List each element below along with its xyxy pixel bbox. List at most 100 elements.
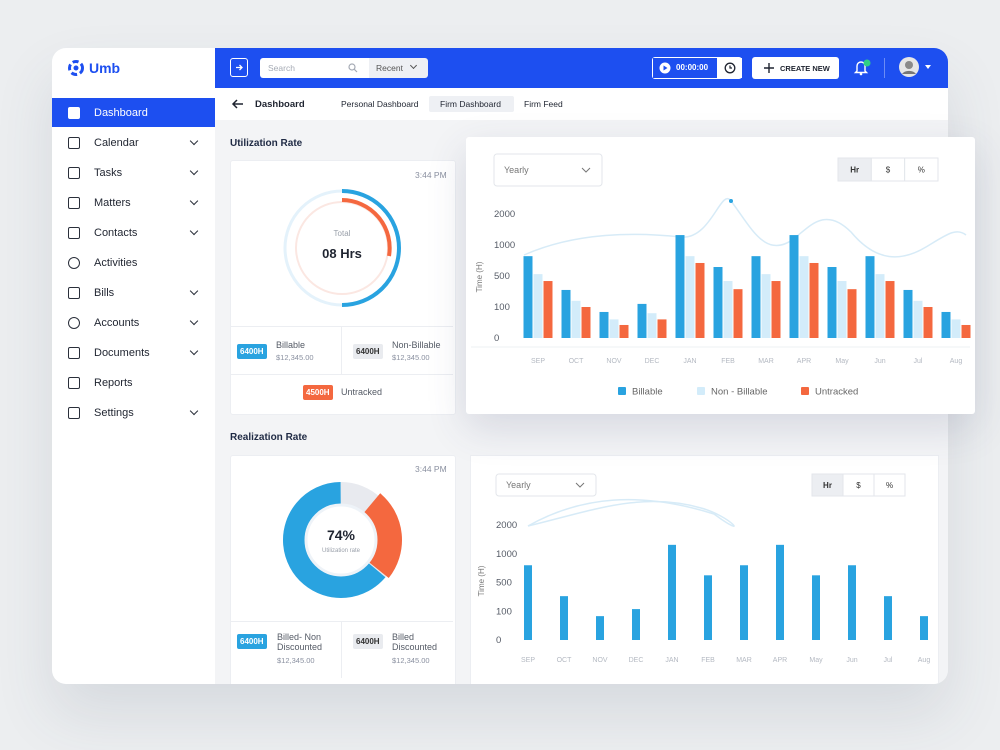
nav-item[interactable]: Calendar	[52, 128, 215, 157]
bell-icon[interactable]	[853, 58, 871, 78]
realization-donut	[280, 479, 402, 601]
nav-item[interactable]: Activities	[52, 248, 215, 277]
donut-value: 74%	[326, 527, 356, 543]
bar	[923, 307, 933, 338]
recent-dropdown[interactable]: Recent	[369, 58, 428, 78]
nav-item[interactable]: Accounts	[52, 308, 215, 337]
y-tick-label: 0	[494, 333, 499, 344]
bar	[599, 311, 609, 338]
timer-display	[653, 58, 717, 78]
stat-amount: $12,345.00	[392, 656, 430, 665]
period-dropdown[interactable]	[493, 153, 603, 187]
bar	[523, 256, 533, 338]
nav-icon	[68, 406, 80, 419]
nav-label: Dashboard	[94, 106, 148, 119]
chart: 0 100 500 1000 2000 Time (H) Yearly Hr $ % SEP OCT N…	[471, 153, 971, 398]
bar	[723, 281, 733, 338]
chevron	[189, 136, 199, 146]
tab[interactable]: Personal Dashboard	[341, 99, 419, 109]
hours-badge: 6400H	[237, 634, 267, 649]
chevron	[575, 482, 585, 488]
unit-toggle[interactable]	[904, 157, 939, 182]
nav-item[interactable]: Tasks	[52, 158, 215, 187]
timer[interactable]: 00:00:00	[652, 57, 742, 79]
nav-icon	[68, 256, 80, 269]
stat-label: Billable	[276, 340, 306, 350]
nav-item[interactable]: Contacts	[52, 218, 215, 247]
stat-label: Untracked	[341, 387, 383, 397]
bar	[571, 300, 581, 338]
bar	[685, 256, 695, 338]
bar	[848, 565, 856, 640]
bar	[647, 313, 657, 338]
bar	[704, 575, 712, 640]
bar	[789, 235, 799, 338]
search-box[interactable]: Search	[260, 58, 369, 78]
bar	[884, 596, 892, 640]
nav-label: Calendar	[94, 136, 139, 149]
bar	[799, 256, 809, 338]
unit-label: Hr	[823, 481, 832, 490]
bar	[533, 274, 543, 338]
y-tick-label: 2000	[494, 209, 515, 220]
legend-label: Untracked	[815, 387, 858, 398]
nav-item[interactable]: Dashboard	[52, 98, 215, 127]
chevron	[581, 167, 591, 173]
nav-item[interactable]: Documents	[52, 338, 215, 367]
bar	[675, 235, 685, 338]
x-tick-label: SEP	[521, 657, 535, 664]
nav-label: Accounts	[94, 316, 140, 329]
nav-icon	[68, 166, 80, 179]
chevron	[189, 406, 199, 416]
bar	[761, 274, 771, 338]
timestamp: 3:44 PM	[415, 464, 447, 474]
bar	[951, 319, 961, 338]
stat-amount: $12,345.00	[277, 656, 315, 665]
nav-icon	[68, 106, 80, 119]
back-arrow[interactable]	[231, 98, 245, 110]
chevron	[189, 316, 199, 326]
bar	[920, 616, 928, 640]
create-label: CREATE NEW	[780, 64, 830, 73]
nav-item[interactable]: Settings	[52, 398, 215, 427]
hours-badge: 6400H	[353, 344, 383, 359]
nav-item[interactable]: Matters	[52, 188, 215, 217]
bar	[751, 256, 761, 338]
search-icon	[348, 63, 358, 73]
y-tick-label: 500	[496, 578, 512, 589]
divider	[231, 326, 453, 327]
utilization-ring	[283, 189, 401, 307]
unit-label: $	[886, 166, 891, 175]
y-tick-label: 500	[494, 271, 510, 282]
bar	[837, 281, 847, 338]
bar	[771, 281, 781, 338]
y-tick-label: 1000	[494, 240, 515, 251]
avatar[interactable]	[898, 56, 934, 80]
bar	[619, 324, 629, 338]
section-heading: Utilization Rate	[230, 138, 303, 149]
timestamp: 3:44 PM	[415, 170, 447, 180]
period-label: Yearly	[506, 480, 531, 490]
x-tick-label: May	[835, 358, 849, 365]
bar	[632, 609, 640, 640]
tab[interactable]: Firm Feed	[524, 99, 563, 109]
x-tick-label: Jul	[914, 358, 923, 365]
nav-item[interactable]: Reports	[52, 368, 215, 397]
chart: 0 100 500 1000 2000 Time (H) Yearly Hr $ % SEP OCT N…	[477, 473, 930, 664]
period-dropdown[interactable]	[495, 473, 597, 497]
create-button[interactable]: CREATE NEW	[752, 57, 839, 79]
divider	[884, 58, 885, 78]
x-tick-label: Jun	[874, 358, 885, 365]
recent-label: Recent	[376, 63, 403, 73]
exit-icon	[236, 64, 243, 71]
y-tick-label: 1000	[496, 549, 517, 560]
exit-button[interactable]	[230, 58, 248, 77]
nav-icon	[68, 286, 80, 299]
unit-toggle[interactable]	[873, 473, 906, 497]
bar	[524, 565, 532, 640]
nav-item[interactable]: Bills	[52, 278, 215, 307]
bar	[713, 267, 723, 338]
tab[interactable]: Firm Dashboard	[440, 99, 501, 109]
x-tick-label: FEB	[701, 657, 715, 664]
x-tick-label: FEB	[721, 358, 735, 365]
